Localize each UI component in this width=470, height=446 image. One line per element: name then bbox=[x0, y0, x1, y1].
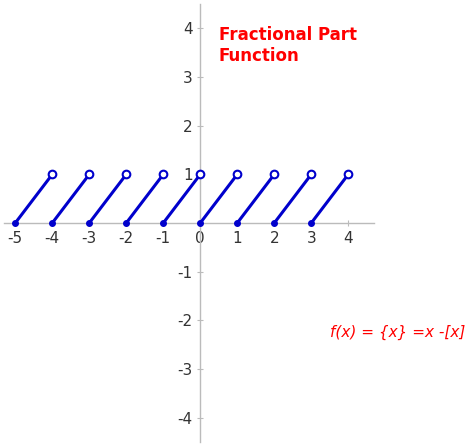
Text: f(x) = {x} =x -[x]: f(x) = {x} =x -[x] bbox=[330, 325, 465, 340]
Text: Fractional Part
Function: Fractional Part Function bbox=[219, 26, 357, 65]
